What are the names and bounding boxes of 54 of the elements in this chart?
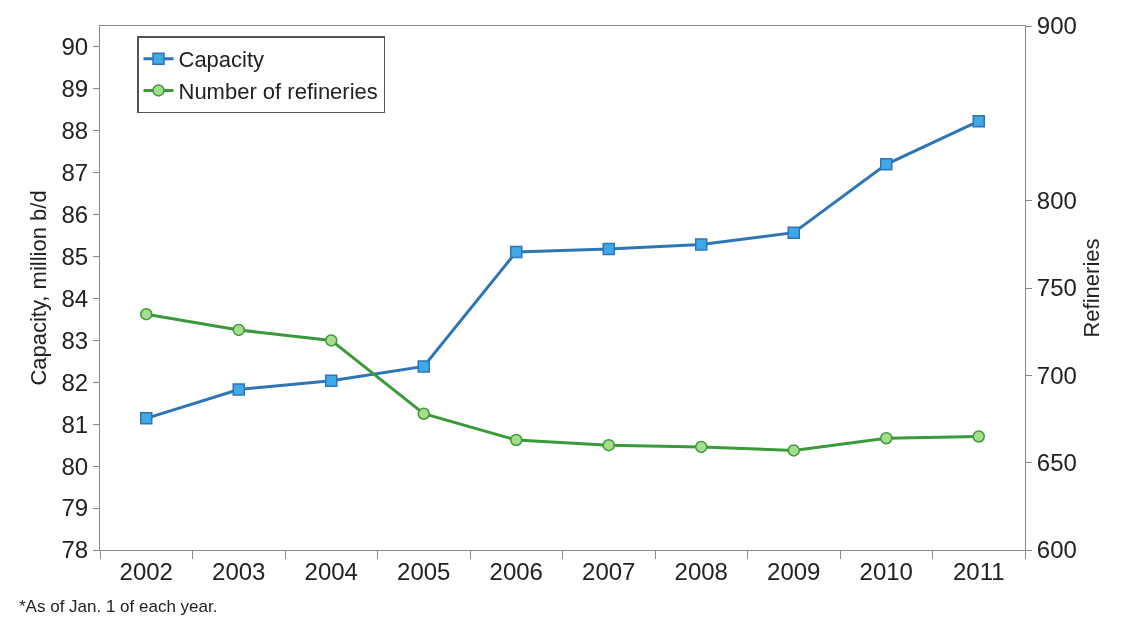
x-tick-label: 2010	[859, 557, 913, 585]
point	[880, 158, 893, 171]
point	[232, 323, 245, 337]
y-tick-label: 85	[61, 242, 89, 270]
point	[695, 238, 708, 251]
x-tick-label: 2008	[674, 557, 728, 585]
point	[417, 407, 430, 421]
point	[232, 383, 245, 396]
point	[140, 307, 153, 321]
y-tick-label: 79	[61, 494, 89, 522]
y2-tick-label: 700	[1036, 361, 1077, 389]
y-tick-label: 86	[61, 201, 89, 229]
y2-axis-title: Refineries	[1078, 238, 1104, 338]
point	[602, 438, 615, 452]
x-tick-label: 2005	[397, 557, 451, 585]
legend-label: Number of refineries	[178, 78, 378, 104]
y2-tick-label: 600	[1036, 536, 1077, 564]
y-tick-label: 84	[61, 284, 89, 312]
point	[972, 114, 985, 128]
x-tick-label: 2003	[212, 557, 266, 585]
point	[602, 242, 615, 256]
point	[880, 431, 893, 445]
point	[510, 245, 523, 259]
y-tick-label: 88	[61, 117, 89, 145]
point	[140, 412, 153, 425]
y-tick-label: 78	[61, 536, 89, 564]
y2-tick-label: 800	[1036, 187, 1077, 215]
legend-label: Capacity	[178, 47, 265, 73]
y-tick-label: 87	[61, 159, 89, 187]
y-tick-label: 80	[61, 452, 89, 480]
x-tick-label: 2007	[582, 557, 636, 585]
y2-tick-label: 900	[1036, 12, 1077, 40]
x-tick-label: 2011	[952, 557, 1005, 585]
point	[417, 360, 430, 373]
y-tick-label: 81	[61, 410, 89, 438]
y-axis-title: Capacity, million b/d	[26, 190, 51, 386]
point	[325, 334, 338, 347]
x-tick-label: 2004	[304, 557, 358, 585]
point	[787, 444, 800, 457]
x-tick-label: 2002	[119, 557, 173, 585]
x-tick-label: 2009	[767, 557, 821, 585]
y-tick-label: 89	[61, 75, 89, 103]
point	[972, 430, 985, 443]
y-tick-label: 90	[61, 33, 89, 61]
y-tick-label: 82	[61, 368, 89, 396]
point	[510, 433, 523, 447]
text: *As of Jan. 1 of each year.	[19, 597, 218, 616]
point	[787, 226, 800, 239]
point	[325, 374, 338, 387]
x-tick-label: 2006	[489, 557, 543, 585]
y2-tick-label: 750	[1036, 274, 1077, 302]
point	[695, 440, 708, 454]
y2-tick-label: 650	[1036, 449, 1077, 477]
y-tick-label: 83	[61, 326, 89, 354]
